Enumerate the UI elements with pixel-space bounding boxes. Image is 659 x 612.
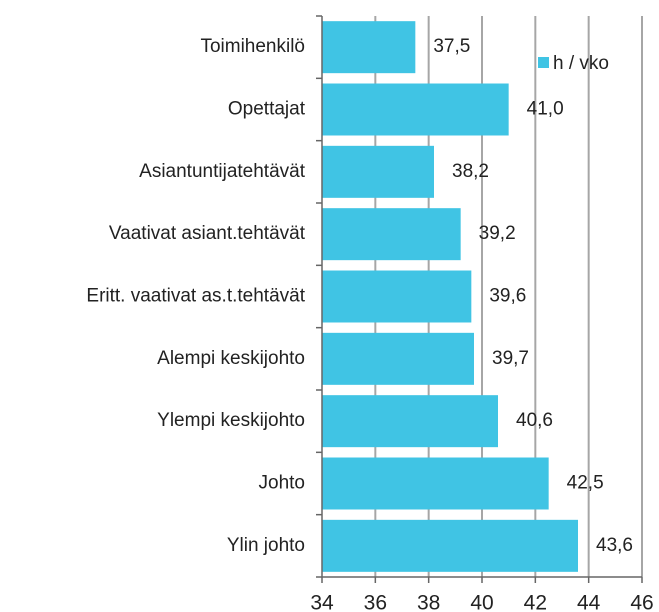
data-label: 41,0 <box>527 99 564 120</box>
y-tick-label: Ylempi keskijohto <box>157 410 305 431</box>
bar <box>322 270 472 323</box>
bar <box>322 145 434 198</box>
data-label: 39,7 <box>492 348 529 369</box>
bar <box>322 208 461 261</box>
legend-swatch <box>538 57 549 68</box>
y-tick-label: Alempi keskijohto <box>157 348 305 369</box>
x-tick-label: 36 <box>364 592 387 612</box>
x-tick-label: 40 <box>470 592 493 612</box>
y-tick-label: Johto <box>259 473 305 494</box>
legend-label: h / vko <box>553 53 609 74</box>
bar <box>322 332 474 385</box>
data-label: 39,2 <box>479 223 516 244</box>
y-tick-label: Asiantuntijatehtävät <box>139 161 306 182</box>
x-tick-label: 42 <box>524 592 547 612</box>
x-tick-label: 44 <box>577 592 601 612</box>
x-tick-label: 34 <box>310 592 334 612</box>
data-label: 37,5 <box>433 36 470 57</box>
bar <box>322 519 578 572</box>
y-tick-label: Vaativat asiant.tehtävät <box>109 223 306 244</box>
y-tick-label: Opettajat <box>228 99 306 120</box>
y-tick-label: Eritt. vaativat as.t.tehtävät <box>86 286 305 307</box>
data-label: 43,6 <box>596 535 633 556</box>
data-label: 42,5 <box>567 473 604 494</box>
y-tick-label: Toimihenkilö <box>200 36 305 57</box>
x-tick-label: 46 <box>630 592 653 612</box>
bar <box>322 457 549 510</box>
bar <box>322 395 498 448</box>
data-label: 39,6 <box>489 286 526 307</box>
data-label: 40,6 <box>516 410 553 431</box>
x-tick-label: 38 <box>417 592 440 612</box>
bar <box>322 21 416 74</box>
bar <box>322 83 509 136</box>
y-tick-label: Ylin johto <box>227 535 305 556</box>
data-label: 38,2 <box>452 161 489 182</box>
